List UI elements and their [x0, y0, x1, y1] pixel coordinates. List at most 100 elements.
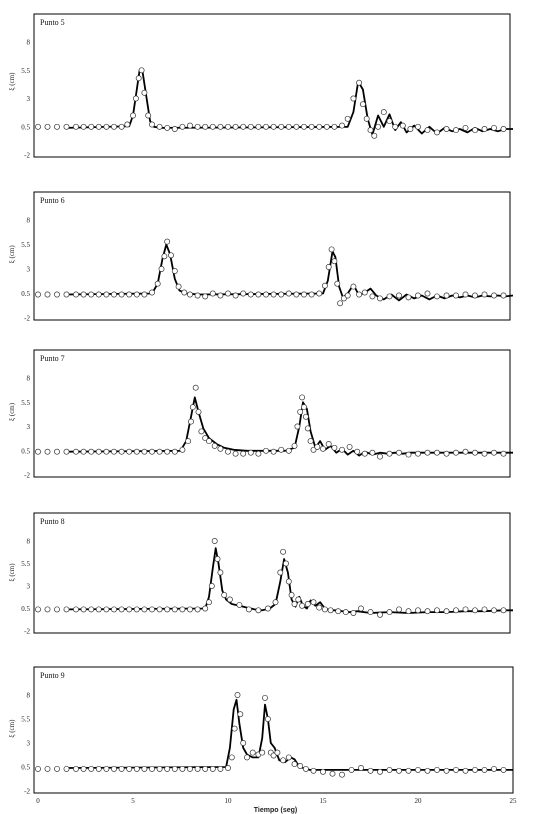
measured-point [278, 291, 285, 298]
measured-point [377, 611, 383, 618]
measured-point [145, 112, 152, 119]
measured-point [111, 448, 117, 455]
measured-point [126, 765, 133, 772]
measured-point [369, 449, 376, 456]
measured-point [44, 448, 51, 455]
measured-point [377, 768, 383, 775]
measured-point [255, 450, 262, 457]
measured-point [195, 408, 202, 415]
measured-point [164, 124, 171, 131]
measured-point [118, 123, 125, 130]
measured-point [154, 280, 161, 287]
measured-point [335, 608, 342, 615]
measured-point [95, 448, 102, 455]
measured-point [405, 767, 412, 774]
measured-point [337, 300, 344, 307]
measured-point [209, 290, 216, 297]
measured-point [149, 289, 155, 296]
measured-point [249, 749, 256, 756]
measured-point [206, 438, 212, 445]
measured-point [211, 442, 218, 449]
x-tick-label: 15 [320, 797, 328, 805]
x-tick-label: 20 [415, 797, 423, 805]
measured-point [453, 766, 459, 773]
measured-point [263, 291, 269, 298]
measured-point [405, 608, 412, 615]
measured-point [350, 95, 357, 102]
measured-point [44, 291, 51, 298]
measured-point [237, 711, 244, 718]
measured-point [44, 606, 51, 613]
measured-point [255, 291, 262, 298]
measured-point [124, 121, 131, 128]
measured-point [331, 444, 338, 451]
measured-point [95, 123, 102, 130]
measured-point [453, 607, 459, 614]
measured-point [434, 129, 440, 136]
measured-point [377, 295, 383, 302]
measured-point [202, 765, 209, 772]
measured-point [263, 123, 269, 130]
measured-point [35, 765, 41, 772]
measured-point [424, 449, 431, 456]
measured-point [171, 126, 178, 132]
measured-point [285, 578, 292, 585]
measured-point [103, 123, 110, 130]
measured-point [344, 115, 351, 122]
measured-point [88, 606, 95, 613]
measured-point [44, 765, 51, 772]
measured-point [301, 404, 307, 411]
measured-point [192, 384, 199, 391]
measured-point [240, 740, 247, 746]
measured-point [187, 122, 193, 129]
measured-point [80, 606, 87, 613]
measured-point [358, 605, 364, 612]
measured-point [386, 450, 393, 457]
measured-point [63, 765, 70, 772]
measured-point [130, 112, 136, 119]
measured-point [350, 610, 357, 616]
measured-point [35, 448, 41, 455]
y-tick-label: 0.5 [21, 123, 30, 131]
measured-point [54, 765, 60, 772]
measured-point [424, 608, 431, 615]
measured-point [221, 592, 228, 598]
measured-point [240, 123, 247, 130]
measured-point [291, 601, 298, 607]
measured-point [217, 292, 224, 299]
measured-point [481, 606, 488, 613]
measured-point [208, 583, 215, 589]
panel-frame [33, 512, 511, 634]
measured-point [462, 124, 469, 131]
measured-point [285, 447, 292, 454]
measured-point [323, 123, 330, 130]
measured-point [73, 448, 79, 455]
measured-point [293, 291, 300, 298]
measured-point [73, 123, 79, 130]
measured-point [299, 602, 306, 609]
measured-point [179, 765, 186, 772]
measured-point [118, 291, 125, 298]
measured-point [297, 763, 304, 769]
measured-point [415, 292, 421, 299]
measured-point [240, 450, 247, 457]
measured-point [328, 246, 335, 253]
measured-point [231, 725, 238, 732]
x-tick-label: 25 [510, 797, 518, 805]
measured-point [214, 556, 221, 562]
measured-point [217, 765, 224, 772]
measured-point [424, 767, 431, 774]
measured-point [331, 258, 338, 265]
measured-point [264, 716, 271, 722]
y-tick-label: -2 [24, 315, 30, 323]
measured-point [80, 291, 87, 298]
measured-point [481, 291, 488, 298]
panel-title: Punto 9 [40, 671, 65, 680]
measured-point [342, 609, 349, 616]
measured-point [392, 123, 399, 130]
measured-point [135, 75, 142, 82]
measured-point [500, 766, 507, 773]
measured-point [118, 765, 125, 772]
measured-point [304, 425, 311, 432]
measured-point [348, 766, 355, 773]
